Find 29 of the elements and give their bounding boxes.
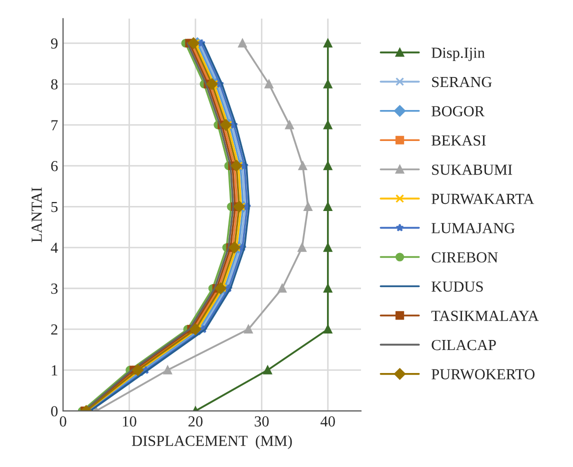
legend-label: CILACAP — [432, 340, 496, 350]
legend-label: PURWOKERTO — [432, 369, 535, 380]
y-tick-label: 1 — [52, 365, 58, 376]
y-tick-label: 0 — [51, 406, 58, 416]
y-tick-label: 8 — [51, 79, 58, 90]
legend-label: BOGOR — [432, 106, 485, 116]
y-tick-label: 7 — [52, 120, 58, 130]
y-tick-label: 4 — [50, 242, 58, 253]
y-tick-label: 2 — [51, 324, 58, 335]
legend-label: SUKABUMI — [432, 164, 512, 175]
y-tick-label: 3 — [51, 284, 58, 294]
y-tick-label: 5 — [51, 202, 58, 212]
x-tick-label: 30 — [254, 416, 269, 427]
y-tick-label: 6 — [51, 160, 58, 172]
legend-label: TASIKMALAYA — [431, 310, 539, 321]
x-tick-label: 20 — [188, 416, 203, 427]
legend-label: SERANG — [432, 76, 492, 88]
x-tick-label: 0 — [60, 416, 66, 427]
x-tick-label: 40 — [320, 416, 335, 427]
x-tick-label: 10 — [122, 416, 136, 427]
legend-label: PURWAKARTA — [432, 194, 534, 204]
x-axis-title: DISPLACEMENT (MM) — [132, 435, 292, 450]
legend-label: Disp.Ijin — [432, 48, 485, 62]
y-tick-label: 9 — [51, 38, 58, 49]
legend-label: BEKASI — [432, 135, 486, 146]
legend-label: LUMAJANG — [432, 223, 515, 234]
y-axis-title: LANTAI — [32, 188, 42, 242]
legend-label: CIREBON — [432, 252, 498, 263]
legend-label: KUDUS — [432, 281, 483, 292]
